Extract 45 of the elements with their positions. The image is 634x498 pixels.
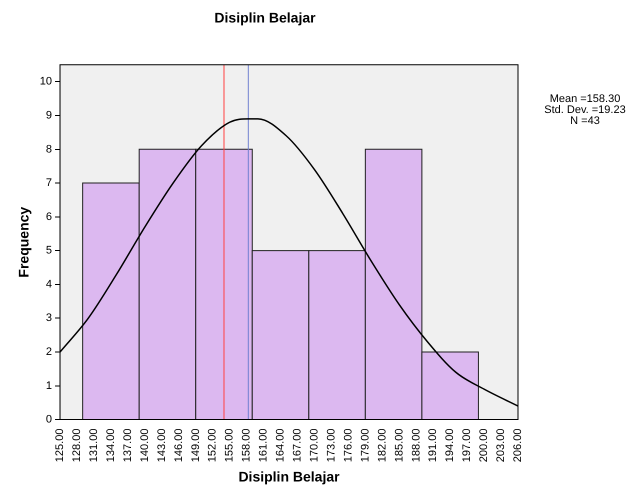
x-tick-label: 134.00 <box>104 428 117 462</box>
x-tick-label: 203.00 <box>495 428 508 462</box>
y-tick-label: 1 <box>46 380 52 392</box>
x-tick-label: 197.00 <box>461 428 474 462</box>
x-tick-label: 125.00 <box>54 428 66 462</box>
x-tick-label: 173.00 <box>325 428 338 462</box>
y-tick-label: 2 <box>46 346 52 358</box>
y-axis-title: Frequency <box>15 206 32 278</box>
x-tick-label: 164.00 <box>274 428 287 462</box>
y-tick-label: 3 <box>46 312 52 324</box>
y-tick-label: 4 <box>46 278 52 290</box>
x-tick-label: 143.00 <box>156 428 168 462</box>
x-tick-label: 158.00 <box>240 428 253 462</box>
chart-title: Disiplin Belajar <box>214 9 316 26</box>
y-tick-label: 0 <box>46 414 52 426</box>
y-tick-label: 7 <box>46 177 52 190</box>
x-tick-label: 170.00 <box>308 428 320 462</box>
x-tick-label: 155.00 <box>224 428 236 462</box>
x-tick-label: 137.00 <box>122 428 134 462</box>
y-tick-label: 8 <box>46 143 52 156</box>
x-tick-label: 131.00 <box>88 428 100 462</box>
text: N =43 <box>570 115 600 127</box>
text: Std. Dev. =19.23 <box>544 104 626 116</box>
text: Mean =158.30 <box>550 93 620 105</box>
x-tick-label: 146.00 <box>172 428 185 462</box>
x-tick-label: 206.00 <box>512 428 524 462</box>
x-tick-label: 188.00 <box>410 428 422 462</box>
x-tick-label: 149.00 <box>190 428 202 462</box>
x-tick-label: 140.00 <box>138 428 151 462</box>
x-tick-label: 179.00 <box>359 428 372 462</box>
x-tick-label: 161.00 <box>258 428 270 462</box>
x-tick-label: 152.00 <box>206 428 219 462</box>
x-tick-label: 176.00 <box>342 428 354 462</box>
x-tick-label: 128.00 <box>71 428 84 462</box>
x-tick-label: 191.00 <box>427 428 440 462</box>
x-axis-title: Disiplin Belajar <box>238 468 340 484</box>
x-tick-label: 200.00 <box>478 428 490 462</box>
x-tick-label: 185.00 <box>393 428 406 462</box>
y-tick-label: 6 <box>46 210 52 223</box>
x-tick-label: 194.00 <box>444 428 456 462</box>
x-tick-label: 182.00 <box>376 428 388 462</box>
y-tick-label: 5 <box>46 244 52 257</box>
x-tick-label: 167.00 <box>292 428 304 462</box>
y-tick-label: 9 <box>46 110 52 122</box>
y-tick-label: 10 <box>40 76 52 88</box>
